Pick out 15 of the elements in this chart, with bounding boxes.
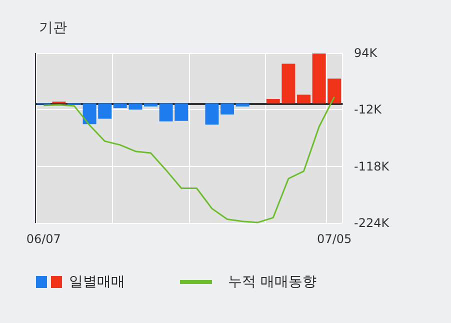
- chart-title: 기관: [39, 20, 67, 36]
- bar: [297, 94, 310, 104]
- legend-label: 일별매매: [69, 274, 125, 290]
- bar: [220, 103, 234, 114]
- y-tick-label: 94K: [354, 46, 378, 60]
- legend-label: 누적 매매동향: [228, 274, 316, 290]
- line-series: [42, 96, 336, 224]
- x-tick-label: 07/05: [317, 232, 352, 246]
- x-tick-label: 06/07: [26, 232, 61, 246]
- bar: [236, 103, 250, 106]
- y-tick-label: -12K: [354, 102, 383, 117]
- y-tick-label: -224K: [354, 216, 390, 230]
- bar: [144, 103, 158, 106]
- y-tick-label: -118K: [354, 159, 390, 174]
- bar: [205, 103, 219, 125]
